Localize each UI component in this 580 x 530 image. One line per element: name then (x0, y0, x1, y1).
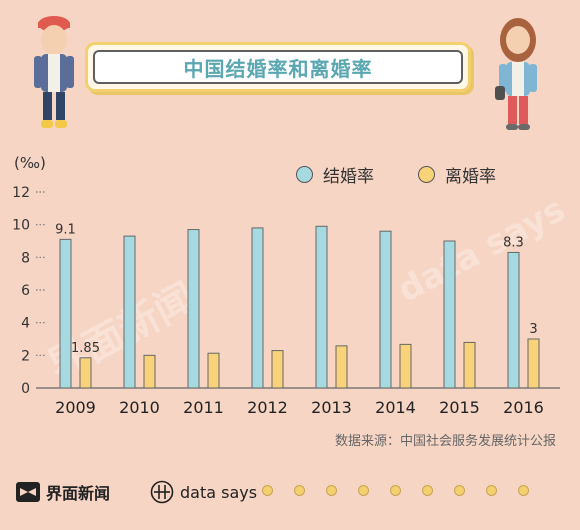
bar-divorce (79, 357, 92, 389)
legend-swatch-divorce (418, 166, 435, 183)
x-tick-label: 2013 (311, 398, 352, 417)
bar-marriage (59, 238, 72, 389)
chart-title: 中国结婚率和离婚率 (183, 56, 373, 81)
bar-marriage (315, 225, 328, 389)
data-label: 1.85 (71, 341, 100, 356)
x-tick-label: 2010 (119, 398, 160, 417)
bar-divorce (463, 341, 476, 389)
footer-dot (486, 485, 497, 496)
bar-divorce (399, 343, 412, 389)
x-tick-label: 2012 (247, 398, 288, 417)
bar-divorce (207, 352, 220, 389)
legend-swatch-marriage (296, 166, 313, 183)
x-tick-label: 2009 (55, 398, 96, 417)
legend-label-divorce: 离婚率 (445, 167, 496, 187)
girl-illustration (495, 18, 537, 130)
source-note: 数据来源：中国社会服务发展统计公报 (334, 434, 556, 449)
data-label: 9.1 (55, 222, 76, 237)
footer-dot (422, 485, 433, 496)
footer-data-says-text: data says (180, 482, 258, 502)
y-tick-label: 0 (21, 381, 30, 397)
legend-item-marriage: 结婚率 (296, 162, 374, 187)
x-tick-label: 2015 (439, 398, 480, 417)
y-tick-label: 2 (21, 348, 30, 364)
x-tick-label: 2011 (183, 398, 224, 417)
footer-dots (262, 485, 550, 496)
data-label: 3 (529, 322, 537, 337)
bar-divorce (271, 350, 284, 389)
bar-marriage (507, 251, 520, 389)
brand-logo-icon (16, 482, 40, 502)
title-box: 中国结婚率和离婚率 (85, 42, 471, 92)
title-inner: 中国结婚率和离婚率 (93, 50, 463, 84)
footer-dot (326, 485, 337, 496)
footer-brand: 界面新闻 (16, 480, 110, 504)
bar-divorce (335, 345, 348, 389)
y-tick-label: 6 (21, 283, 30, 299)
footer-dot (358, 485, 369, 496)
y-tick-label: 8 (21, 250, 30, 266)
boy-illustration (34, 16, 74, 128)
y-tick-label: 4 (21, 316, 30, 332)
footer-data-says: data says (150, 480, 257, 504)
bar-divorce (527, 338, 540, 389)
footer-dot (518, 485, 529, 496)
bar-marriage (443, 240, 456, 389)
x-tick-label: 2016 (503, 398, 544, 417)
legend: 结婚率 离婚率 (296, 162, 540, 187)
bar-marriage (379, 230, 392, 389)
bar-marriage (187, 229, 200, 389)
y-tick-label: 10 (12, 218, 30, 234)
bar-marriage (123, 235, 136, 389)
legend-label-marriage: 结婚率 (323, 167, 374, 187)
footer-brand-text: 界面新闻 (46, 484, 111, 503)
footer: 界面新闻 data says (0, 474, 580, 510)
footer-dot (262, 485, 273, 496)
bar-divorce (143, 354, 156, 389)
data-says-logo-icon (150, 480, 174, 504)
x-tick-label: 2014 (375, 398, 416, 417)
y-axis-unit: (‰) (14, 154, 46, 172)
footer-dot (390, 485, 401, 496)
footer-dot (454, 485, 465, 496)
data-label: 8.3 (503, 235, 524, 250)
legend-item-divorce: 离婚率 (418, 162, 496, 187)
bar-marriage (251, 227, 264, 389)
y-tick-label: 12 (12, 185, 30, 201)
footer-dot (294, 485, 305, 496)
